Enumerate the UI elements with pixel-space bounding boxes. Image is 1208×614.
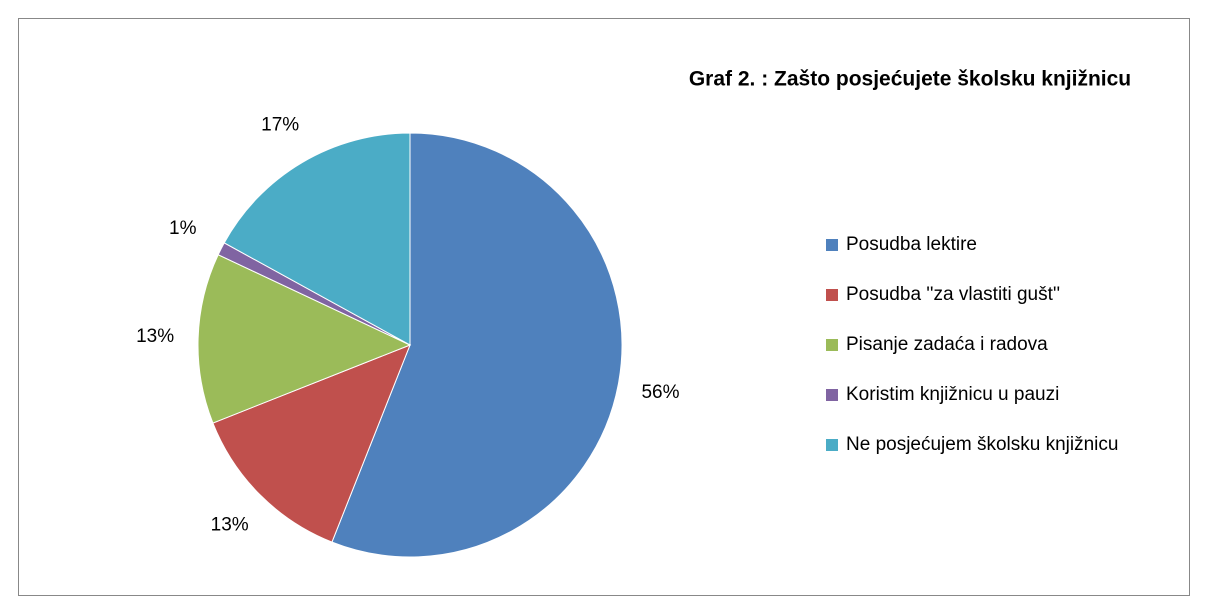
data-label: 13%	[211, 514, 249, 535]
pie-slice	[197, 254, 412, 424]
chart-title: Graf 2. : Zašto posjećujete školsku knji…	[689, 68, 1131, 91]
data-label: 17%	[261, 115, 299, 136]
legend-swatch	[826, 439, 838, 451]
legend-swatch	[826, 239, 838, 251]
pie-slice	[331, 132, 623, 558]
legend-label: Posudba ''za vlastiti gušt''	[846, 284, 1060, 305]
legend-label: Pisanje zadaća i radova	[846, 334, 1048, 355]
data-label: 1%	[169, 218, 197, 239]
legend-label: Ne posjećujem školsku knjižnicu	[846, 434, 1118, 455]
legend-swatch	[826, 389, 838, 401]
data-label: 56%	[641, 382, 679, 403]
pie-slice	[212, 344, 411, 543]
legend-label: Posudba lektire	[846, 234, 977, 255]
data-label: 13%	[136, 326, 174, 347]
pie-slice	[223, 132, 411, 346]
legend-swatch	[826, 339, 838, 351]
legend-label: Koristim knjižnicu u pauzi	[846, 384, 1059, 405]
legend-swatch	[826, 289, 838, 301]
